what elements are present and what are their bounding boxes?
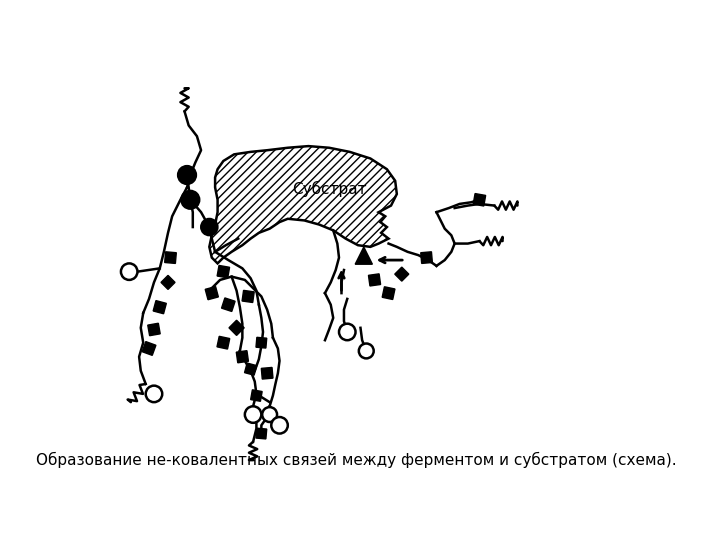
PathPatch shape [210, 146, 397, 264]
Polygon shape [229, 320, 244, 335]
Polygon shape [161, 275, 175, 289]
Circle shape [121, 264, 138, 280]
Polygon shape [148, 323, 160, 336]
Polygon shape [256, 338, 266, 348]
Polygon shape [245, 363, 257, 375]
Circle shape [145, 386, 162, 402]
Circle shape [339, 323, 356, 340]
Text: Образование не-ковалентных связей между ферментом и субстратом (схема).: Образование не-ковалентных связей между … [36, 452, 677, 468]
Polygon shape [242, 291, 254, 302]
Polygon shape [222, 298, 235, 312]
Circle shape [245, 406, 261, 423]
Polygon shape [256, 428, 266, 439]
Polygon shape [236, 350, 248, 363]
Polygon shape [205, 287, 218, 300]
Polygon shape [217, 266, 230, 278]
Polygon shape [369, 274, 381, 286]
Text: Субстрат: Субстрат [292, 181, 366, 197]
Polygon shape [473, 193, 486, 206]
Polygon shape [142, 342, 156, 355]
Polygon shape [165, 252, 176, 264]
Polygon shape [420, 252, 433, 264]
Polygon shape [217, 336, 230, 349]
Polygon shape [355, 247, 372, 264]
Polygon shape [261, 367, 273, 379]
Polygon shape [153, 301, 166, 314]
Polygon shape [382, 287, 395, 300]
Polygon shape [251, 390, 262, 401]
Polygon shape [395, 267, 409, 281]
Circle shape [201, 219, 217, 235]
Circle shape [181, 191, 199, 209]
Circle shape [271, 417, 288, 434]
Circle shape [262, 407, 277, 422]
Circle shape [178, 166, 196, 184]
Circle shape [359, 343, 374, 359]
